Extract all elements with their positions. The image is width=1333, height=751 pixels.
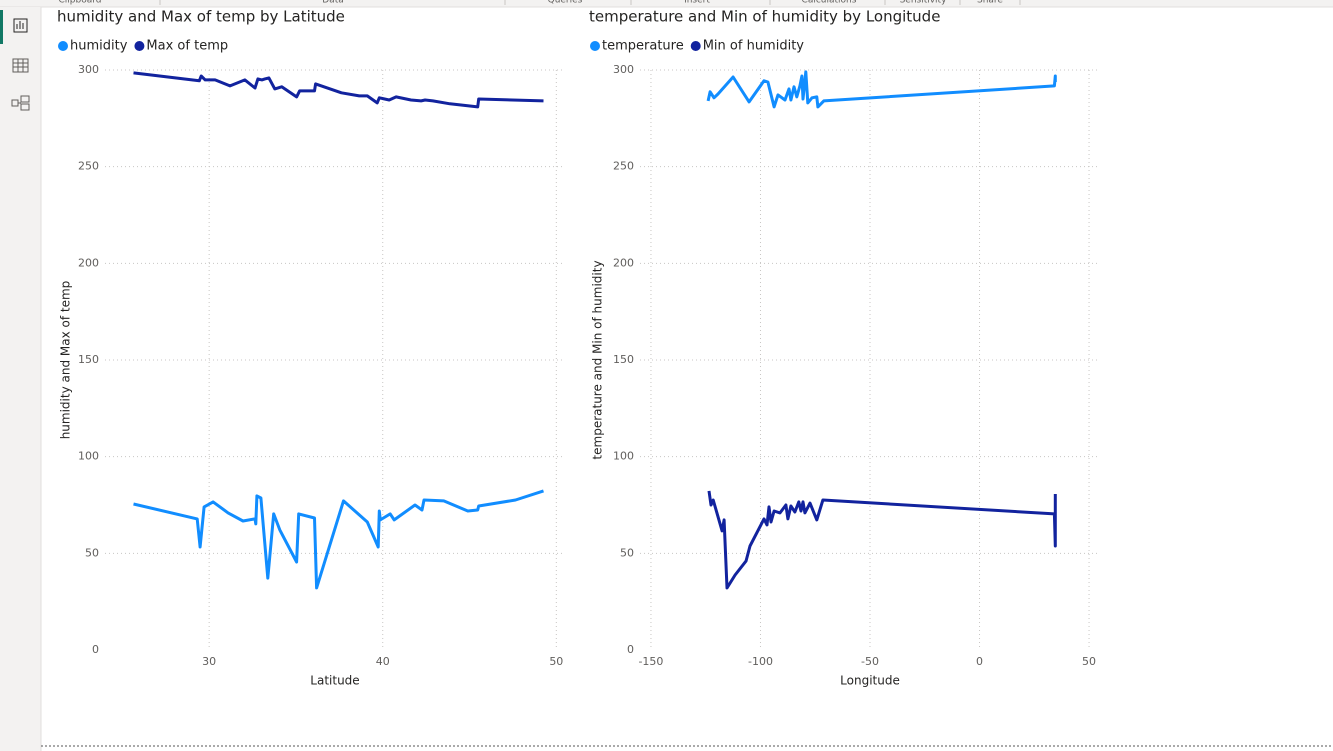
y-tick-label: 0: [627, 643, 634, 656]
legend-label: humidity: [70, 39, 128, 54]
y-tick-label: 0: [92, 643, 99, 656]
y-axis-label: temperature and Min of humidity: [591, 260, 605, 459]
y-tick-label: 100: [613, 450, 634, 463]
y-axis-label: humidity and Max of temp: [59, 281, 73, 440]
chart-title: temperature and Min of humidity by Longi…: [589, 8, 940, 26]
ribbon-group-label: Share: [977, 0, 1003, 6]
data-line: [707, 490, 1057, 590]
legend-marker: [690, 41, 701, 51]
y-tick-label: 300: [613, 63, 634, 76]
ribbon-group-label: Clipboard: [59, 0, 102, 6]
chart-title: humidity and Max of temp by Latitude: [57, 8, 345, 26]
x-tick-label: -100: [748, 655, 773, 668]
y-tick-label: 250: [78, 160, 99, 173]
y-tick-label: 300: [78, 63, 99, 76]
legend-label: Min of humidity: [703, 39, 805, 54]
y-tick-label: 250: [613, 160, 634, 173]
legend-marker: [134, 41, 145, 51]
x-tick-label: 40: [376, 655, 390, 668]
x-tick-label: 0: [976, 655, 983, 668]
y-tick-label: 200: [613, 256, 634, 269]
x-tick-label: 50: [549, 655, 563, 668]
x-axis-label: Longitude: [840, 674, 900, 688]
x-tick-label: -150: [638, 655, 663, 668]
ribbon-group-label: Queries: [548, 0, 583, 6]
sidebar: [0, 7, 41, 751]
y-tick-label: 200: [78, 256, 99, 269]
data-line: [133, 489, 544, 590]
ribbon-group-label: Calculations: [802, 0, 857, 6]
x-axis-label: Latitude: [310, 674, 359, 688]
y-tick-label: 50: [620, 546, 634, 559]
data-line: [133, 71, 544, 109]
legend-label: temperature: [602, 39, 684, 54]
model-view-icon[interactable]: [11, 95, 30, 111]
ribbon-group-label: Sensitivity: [900, 0, 948, 6]
y-tick-label: 150: [78, 353, 99, 366]
table-view-icon[interactable]: [12, 58, 29, 73]
ribbon: [0, 0, 1333, 7]
y-tick-label: 50: [85, 546, 99, 559]
legend-label: Max of temp: [146, 39, 228, 54]
x-tick-label: -50: [861, 655, 879, 668]
legend-marker: [58, 41, 68, 51]
x-tick-label: 30: [202, 655, 216, 668]
y-tick-label: 150: [613, 353, 634, 366]
ribbon-group-label: Data: [322, 0, 344, 6]
active-indicator: [0, 10, 3, 44]
x-tick-label: 50: [1082, 655, 1096, 668]
y-tick-label: 100: [78, 450, 99, 463]
legend-marker: [590, 41, 600, 51]
data-line: [706, 70, 1057, 109]
report-view-icon[interactable]: [13, 18, 28, 33]
ribbon-group-label: Insert: [684, 0, 710, 6]
